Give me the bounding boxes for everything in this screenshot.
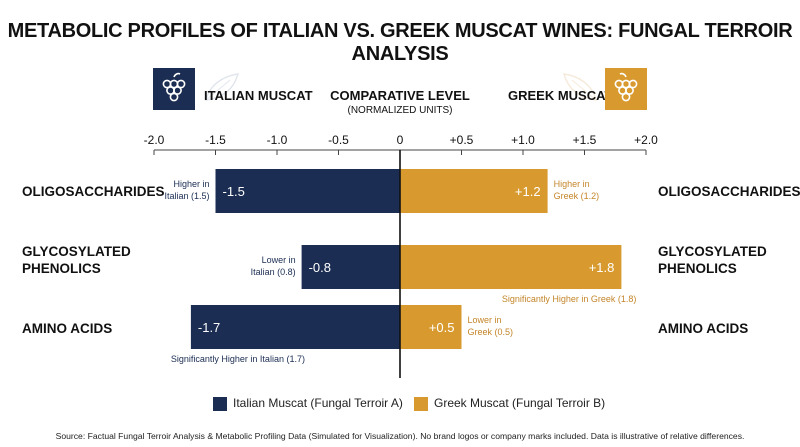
greek-value-label: +0.5 <box>429 320 455 335</box>
legend-label-italian: Italian Muscat (Fungal Terroir A) <box>233 396 403 410</box>
italian-value-label: -0.8 <box>309 260 331 275</box>
row-label-right-0: OLIGOSACCHARIDES <box>658 184 800 199</box>
italian-value-label: -1.5 <box>223 184 245 199</box>
italian-grape-icon <box>153 68 195 110</box>
x-tick-label: 0 <box>397 133 404 147</box>
row-label-left-1: GLYCOSYLATED PHENOLICS <box>22 244 131 276</box>
row-label-right-1: GLYCOSYLATED PHENOLICS <box>658 244 767 276</box>
legend-label-greek: Greek Muscat (Fungal Terroir B) <box>434 396 606 410</box>
greek-annotation: Greek (0.5) <box>468 327 514 337</box>
italian-annotation: Significantly Higher in Italian (1.7) <box>171 354 305 364</box>
axis-subtitle: (NORMALIZED UNITS) <box>347 105 453 116</box>
row-label-right-2: AMINO ACIDS <box>658 321 749 336</box>
decorative-leaf-icon <box>563 73 597 101</box>
italian-annotation: Higher in <box>173 179 209 189</box>
greek-bar <box>400 305 462 349</box>
x-tick-label: -2.0 <box>144 133 165 147</box>
greek-bar <box>400 245 622 289</box>
italian-bar <box>301 245 400 289</box>
italian-muscat-label: ITALIAN MUSCAT <box>204 88 313 103</box>
legend: Italian Muscat (Fungal Terroir A) Greek … <box>0 396 800 412</box>
italian-annotation: Italian (1.5) <box>164 191 209 201</box>
x-tick-label: +1.5 <box>573 133 597 147</box>
greek-annotation: Significantly Higher in Greek (1.8) <box>502 294 637 304</box>
x-tick-label: -1.5 <box>205 133 226 147</box>
italian-bar <box>190 305 400 349</box>
x-tick-label: +0.5 <box>450 133 474 147</box>
x-tick-label: -0.5 <box>328 133 349 147</box>
x-tick-label: -1.0 <box>267 133 288 147</box>
italian-bar <box>215 169 400 213</box>
legend-swatch-italian <box>213 397 227 411</box>
source-note: Source: Factual Fungal Terroir Analysis … <box>55 431 745 441</box>
x-tick-label: +1.0 <box>511 133 535 147</box>
greek-value-label: +1.8 <box>589 260 615 275</box>
greek-annotation: Greek (1.2) <box>554 191 600 201</box>
greek-muscat-label: GREEK MUSCAT <box>508 88 613 103</box>
row-label-left-2: AMINO ACIDS <box>22 321 113 336</box>
italian-value-label: -1.7 <box>198 320 220 335</box>
greek-bar <box>400 169 548 213</box>
decorative-leaf-icon <box>205 73 239 101</box>
italian-annotation: Lower in <box>262 255 296 265</box>
greek-annotation: Lower in <box>468 315 502 325</box>
axis-title: COMPARATIVE LEVEL <box>330 88 470 103</box>
legend-swatch-greek <box>414 397 428 411</box>
chart-title: METABOLIC PROFILES OF ITALIAN VS. GREEK … <box>7 20 793 65</box>
greek-annotation: Higher in <box>554 179 590 189</box>
greek-grape-icon <box>605 68 647 110</box>
x-tick-label: +2.0 <box>634 133 658 147</box>
italian-annotation: Italian (0.8) <box>251 267 296 277</box>
row-label-left-0: OLIGOSACCHARIDES <box>22 184 165 199</box>
greek-value-label: +1.2 <box>515 184 541 199</box>
